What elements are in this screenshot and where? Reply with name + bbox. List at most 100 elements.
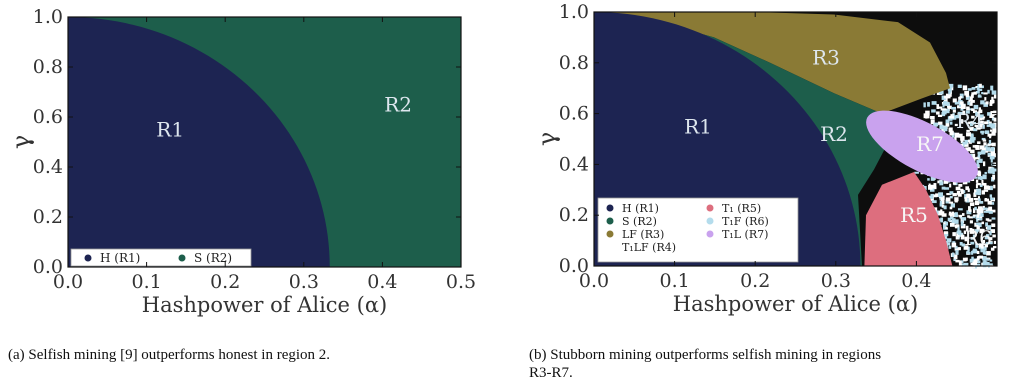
region-r6-speck <box>987 152 991 156</box>
region-r6-speck <box>955 236 960 240</box>
region-r6-speck <box>987 89 990 94</box>
region-r6-speck <box>988 241 993 245</box>
region-r6-speck <box>933 122 939 127</box>
region-r6-speck <box>966 193 971 199</box>
region-r6-speck <box>961 217 967 221</box>
region-r6-speck <box>983 142 987 146</box>
region-r6-speck <box>977 83 980 88</box>
label-r3-b: R3 <box>812 46 840 70</box>
region-r6-speck <box>989 168 995 171</box>
label-r2-b: R2 <box>820 122 848 146</box>
region-r6-speck <box>951 218 956 223</box>
region-r6-speck <box>971 92 974 96</box>
b-ytick-label: 0.2 <box>559 204 589 226</box>
b-ytick-label: 1.0 <box>559 1 589 23</box>
region-r6-speck <box>975 184 978 189</box>
label-r5-b: R5 <box>900 203 928 227</box>
region-r6-speck <box>979 208 984 214</box>
region-r6-speck <box>977 88 983 92</box>
legend-box-b <box>597 197 799 263</box>
region-r6-speck <box>971 87 976 90</box>
b-frame <box>593 11 998 267</box>
region-r6-speck <box>989 194 993 198</box>
region-r6-speck <box>979 200 984 204</box>
region-r6-speck <box>976 160 979 165</box>
region-r6-speck <box>989 155 995 160</box>
region-r6-speck <box>939 124 944 130</box>
region-r6-speck <box>976 188 982 194</box>
region-r6-speck <box>949 183 952 188</box>
region-r6-speck <box>985 147 991 152</box>
region-r6-speck <box>948 211 952 215</box>
region-r6-speck <box>928 185 933 190</box>
region-r6-speck <box>980 100 985 105</box>
region-r6-speck <box>960 108 964 111</box>
b-xtick-label: 0.0 <box>579 270 609 292</box>
region-r6-speck <box>978 109 983 114</box>
legend-a: H (R1) S (R2) <box>70 248 252 267</box>
region-r6-speck <box>975 263 981 267</box>
region-r6-speck <box>981 221 984 225</box>
region-r6-speck <box>979 218 983 221</box>
b-xlabel: Hashpower of Alice (α) <box>673 292 918 316</box>
region-r6-speck <box>979 213 984 218</box>
region-r6-speck <box>933 194 938 198</box>
region-r6-speck <box>990 202 995 205</box>
legend-entry-r1-a: H (R1) <box>100 251 140 265</box>
region-r6-speck <box>988 186 991 190</box>
region-r6-speck <box>943 205 947 210</box>
region-r6-speck <box>964 197 968 202</box>
region-r6-speck <box>986 234 989 240</box>
region-r6-speck <box>986 210 991 213</box>
region-r6-speck <box>949 121 953 125</box>
region-r6-speck <box>951 135 955 138</box>
region-r6-speck <box>962 85 968 91</box>
region-r6-speck <box>940 195 945 200</box>
region-r6-speck <box>946 102 950 106</box>
region-r6-speck <box>966 210 972 215</box>
region-r6-speck <box>960 138 964 144</box>
region-r6-speck <box>942 110 947 115</box>
region-r6-speck <box>972 145 975 148</box>
region-r6-speck <box>941 213 947 217</box>
region-r6-speck <box>987 225 992 230</box>
region-r6-speck <box>955 186 961 191</box>
region-r6-speck <box>990 157 993 163</box>
region-r6-speck <box>963 230 967 234</box>
chart-a: R1 R2 H (R1) S (R2) 0.0 0.1 0.2 0.3 0.4 0.5 0.0 0.2… <box>7 6 476 317</box>
region-r6-speck <box>937 114 943 118</box>
region-r6-speck <box>978 158 983 163</box>
region-r6-speck <box>970 99 975 103</box>
region-r6-speck <box>980 150 986 155</box>
region-r6-speck <box>969 227 973 232</box>
region-r6-speck <box>982 182 987 186</box>
region-r6-speck <box>949 206 953 210</box>
region-r6-speck <box>990 123 996 129</box>
legend-marker-r1-a <box>84 254 92 262</box>
region-r6-speck <box>967 188 970 192</box>
chart-b: R1 R2 R3 R4 R5 R6 R7 H (R1)S (R2)LF (R3)T₁LF (R… <box>533 1 998 316</box>
region-r6-speck <box>985 242 989 245</box>
caption-b-line1: (b) Stubborn mining outperforms selfish … <box>529 347 882 363</box>
region-r6-speck <box>984 243 988 248</box>
region-r6-speck <box>928 265 933 271</box>
region-r6-speck <box>972 215 976 219</box>
region-r6-speck <box>956 234 960 238</box>
region-r6-speck <box>971 137 976 141</box>
region-r6-speck <box>988 206 993 211</box>
region-r6-speck <box>982 228 985 233</box>
region-r6-speck <box>965 225 969 231</box>
region-r6-speck <box>937 121 943 125</box>
region-r6-speck <box>983 210 988 213</box>
region-r6-speck <box>922 265 927 270</box>
region-r6-speck <box>930 195 934 199</box>
region-r6-speck <box>959 101 964 105</box>
a-ylabel: γ <box>7 135 35 149</box>
region-r6-speck <box>977 154 981 158</box>
region-r6-speck <box>968 99 972 102</box>
region-r6-speck <box>981 190 985 195</box>
region-r6-speck <box>923 113 927 119</box>
region-r6-speck <box>976 250 980 255</box>
region-r6-speck <box>987 169 992 174</box>
region-r6-speck <box>976 222 982 228</box>
